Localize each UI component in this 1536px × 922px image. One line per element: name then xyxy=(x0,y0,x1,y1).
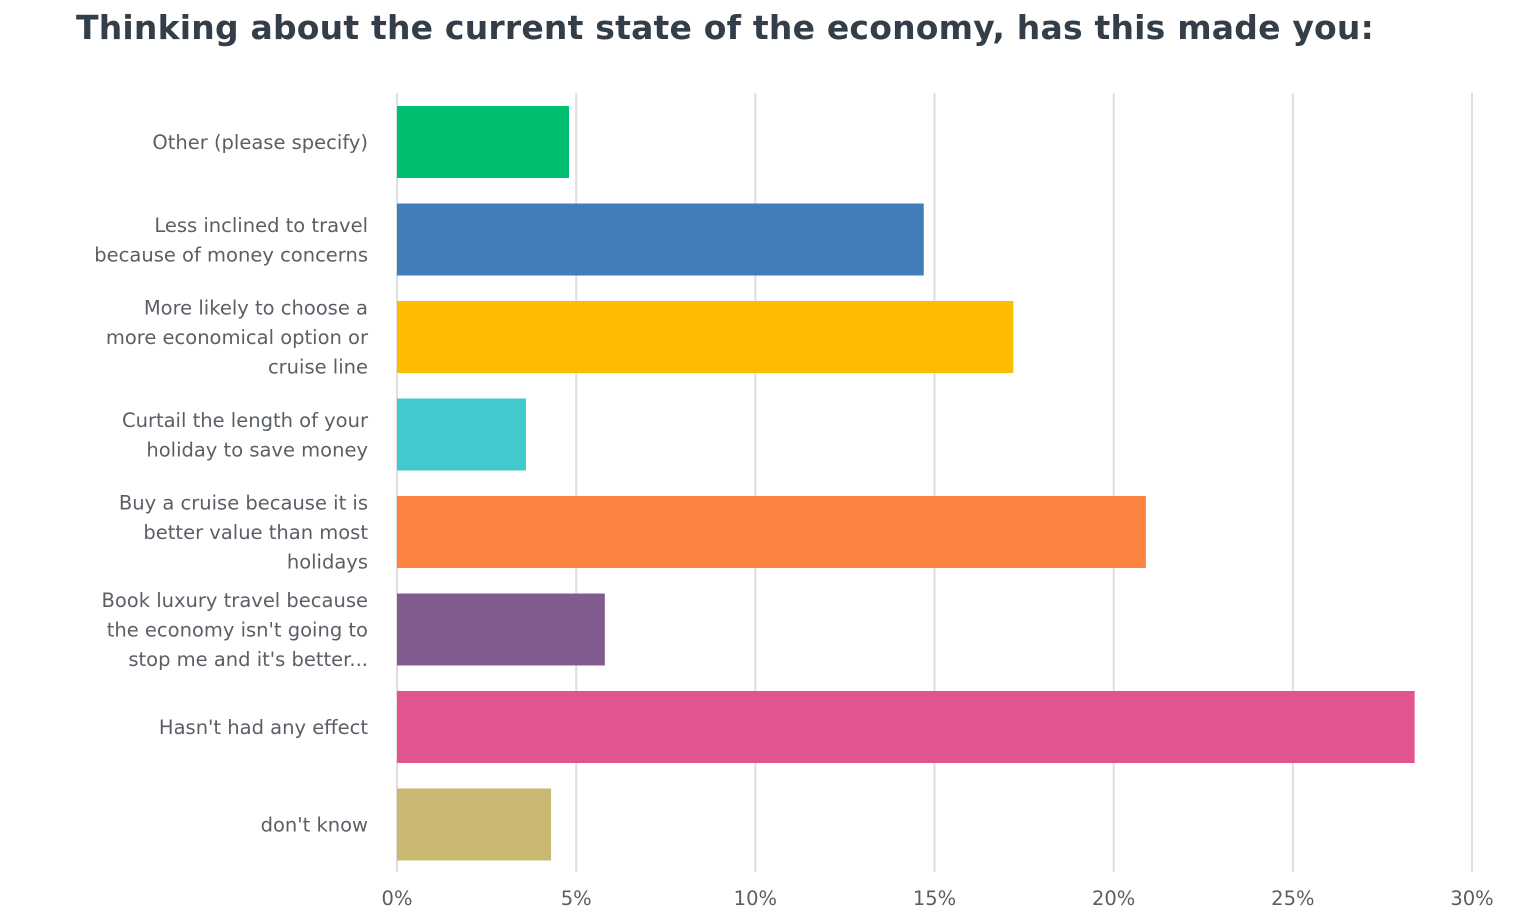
category-label: stop me and it's better... xyxy=(128,648,368,671)
category-label: Hasn't had any effect xyxy=(159,716,368,739)
bar[interactable] xyxy=(397,496,1146,568)
category-label: Less inclined to travel xyxy=(154,214,368,237)
category-label: holiday to save money xyxy=(146,438,368,461)
bar[interactable] xyxy=(397,203,924,276)
category-label: better value than most xyxy=(143,521,368,544)
x-tick-label: 5% xyxy=(561,887,592,910)
category-label: Book luxury travel because xyxy=(102,589,369,612)
bar[interactable] xyxy=(397,691,1415,763)
x-tick-label: 15% xyxy=(913,887,956,910)
bar[interactable] xyxy=(397,788,552,861)
bar[interactable] xyxy=(397,301,1014,373)
x-tick-label: 0% xyxy=(382,887,413,910)
category-label: cruise line xyxy=(268,356,368,379)
category-label: because of money concerns xyxy=(94,243,368,266)
x-axis-ticks: 0% 5% 10% 15% 20% 25% 30% xyxy=(382,887,1494,910)
category-labels: Other (please specify) Less inclined to t… xyxy=(94,131,369,837)
category-label: the economy isn't going to xyxy=(107,619,368,642)
category-label: don't know xyxy=(261,814,368,837)
category-label: Buy a cruise because it is xyxy=(119,492,368,515)
x-tick-label: 20% xyxy=(1092,887,1135,910)
category-label: more economical option or xyxy=(106,326,369,349)
category-label: Other (please specify) xyxy=(152,131,368,154)
category-label: More likely to choose a xyxy=(144,297,368,320)
category-label: Curtail the length of your xyxy=(122,409,369,432)
x-tick-label: 25% xyxy=(1271,887,1314,910)
chart-title: Thinking about the current state of the … xyxy=(76,8,1375,47)
bars xyxy=(397,106,1415,861)
category-label: holidays xyxy=(287,551,368,574)
x-tick-label: 10% xyxy=(734,887,777,910)
bar[interactable] xyxy=(397,593,605,666)
bar[interactable] xyxy=(397,106,569,178)
bar[interactable] xyxy=(397,398,526,471)
x-tick-label: 30% xyxy=(1450,887,1493,910)
